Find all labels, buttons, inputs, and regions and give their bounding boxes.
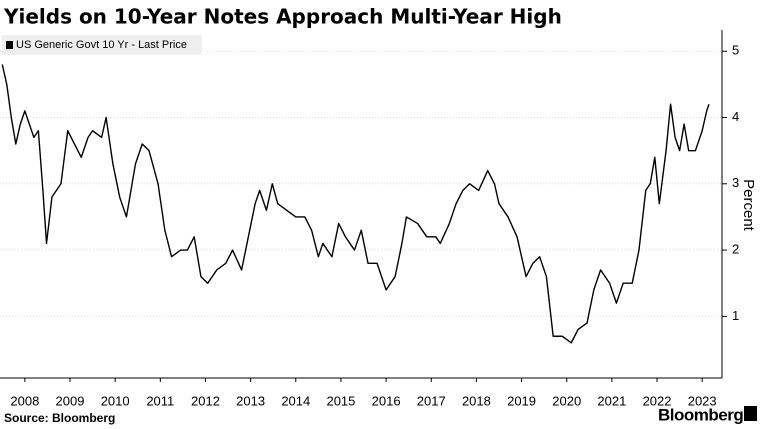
x-tick-label: 2020 [552, 393, 581, 408]
y-tick-label: 2 [732, 242, 739, 257]
x-tick-label: 2017 [417, 393, 446, 408]
y-tick-label: 4 [732, 109, 739, 124]
x-tick-label: 2021 [597, 393, 626, 408]
legend-swatch [6, 41, 13, 49]
source: Source: Bloomberg [4, 411, 115, 425]
x-tick-label: 2014 [281, 393, 310, 408]
x-tick-label: 2022 [643, 393, 672, 408]
x-tick-label: 2013 [236, 393, 265, 408]
x-tick-label: 2011 [146, 393, 174, 408]
x-tick-label: 2009 [56, 393, 85, 408]
brand: Bloomberg [658, 405, 743, 424]
legend-box [2, 35, 202, 55]
legend-label: US Generic Govt 10 Yr - Last Price [16, 39, 187, 51]
x-tick-label: 2016 [372, 393, 401, 408]
x-tick-label: 2023 [688, 393, 717, 408]
series-line [1, 64, 710, 344]
x-tick-label: 2018 [462, 393, 491, 408]
x-tick-label: 2008 [10, 393, 39, 408]
brand-icon [744, 406, 757, 421]
chart-title: Yields on 10-Year Notes Approach Multi-Y… [3, 5, 562, 29]
x-tick-label: 2015 [326, 393, 355, 408]
y-tick-label: 5 [732, 43, 739, 58]
x-tick-label: 2019 [507, 393, 536, 408]
y-axis-label: Percent [740, 179, 757, 232]
y-tick-label: 1 [732, 308, 739, 323]
x-tick-label: 2010 [101, 393, 130, 408]
x-tick-label: 2012 [191, 393, 220, 408]
y-tick-label: 3 [732, 175, 739, 190]
